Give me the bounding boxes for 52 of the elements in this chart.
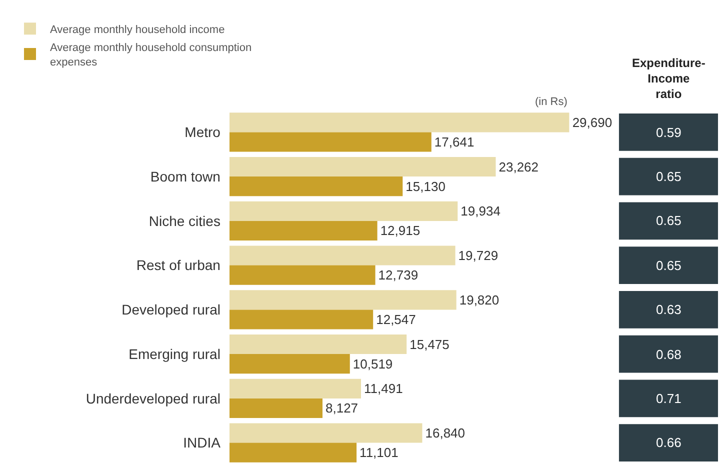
- data-label: 15,130: [406, 178, 446, 194]
- data-label: 12,739: [378, 268, 418, 283]
- data-label: 0.59: [656, 125, 682, 140]
- y-tick-label: Boom town: [150, 168, 220, 184]
- y-tick-label: Metro: [184, 124, 221, 140]
- data-label: 0.63: [656, 302, 682, 317]
- bar: [229, 290, 456, 310]
- data-label: 12,547: [376, 312, 416, 327]
- data-label: 16,840: [425, 426, 466, 441]
- data-label: 0.65: [656, 213, 682, 228]
- data-label: 0.68: [656, 347, 682, 362]
- data-label: 23,262: [498, 159, 539, 174]
- bar: [229, 112, 570, 132]
- data-label: 15,475: [410, 336, 450, 352]
- data-label: 11,101: [360, 445, 398, 460]
- data-label: 0.65: [656, 169, 682, 184]
- bar: [229, 132, 432, 152]
- data-label: 17,641: [434, 134, 474, 150]
- bar: [229, 176, 403, 196]
- data-label: 19,729: [458, 248, 498, 264]
- data-label: 19,934: [460, 204, 500, 219]
- data-label: 0.65: [656, 258, 682, 273]
- bar: [229, 354, 350, 374]
- data-label: 29,690: [572, 114, 612, 130]
- bar: [229, 423, 422, 443]
- y-tick-label: Rest of urban: [136, 257, 220, 274]
- y-tick-label: Emerging rural: [128, 346, 220, 362]
- bar: [229, 246, 456, 266]
- bar: [229, 220, 378, 240]
- legend-label: Average monthly household consumption expenses: [50, 42, 252, 68]
- data-label: 19,820: [459, 292, 500, 308]
- bar: [229, 157, 496, 177]
- bar: [229, 265, 376, 285]
- bar: [229, 398, 322, 418]
- data-label: 0.66: [656, 435, 682, 450]
- bar: [229, 442, 357, 462]
- text: Expenditure-Income ratio: [632, 56, 706, 102]
- data-label: 8,127: [326, 400, 358, 416]
- y-tick-label: Underdeveloped rural: [86, 390, 220, 406]
- data-label: 10,519: [352, 356, 393, 372]
- data-label: 0.71: [656, 391, 682, 406]
- bar: [229, 201, 458, 221]
- bar: [229, 378, 362, 398]
- legend-label: Average monthly household income: [50, 24, 225, 36]
- y-tick-label: INDIA: [183, 434, 222, 451]
- data-label: 11,491: [364, 381, 403, 396]
- bar: [229, 310, 374, 330]
- bar: [229, 334, 407, 354]
- data-label: 12,915: [380, 223, 420, 238]
- y-tick-label: Niche cities: [148, 212, 220, 229]
- text: (in Rs): [535, 96, 568, 108]
- y-tick-label: Developed rural: [122, 302, 220, 318]
